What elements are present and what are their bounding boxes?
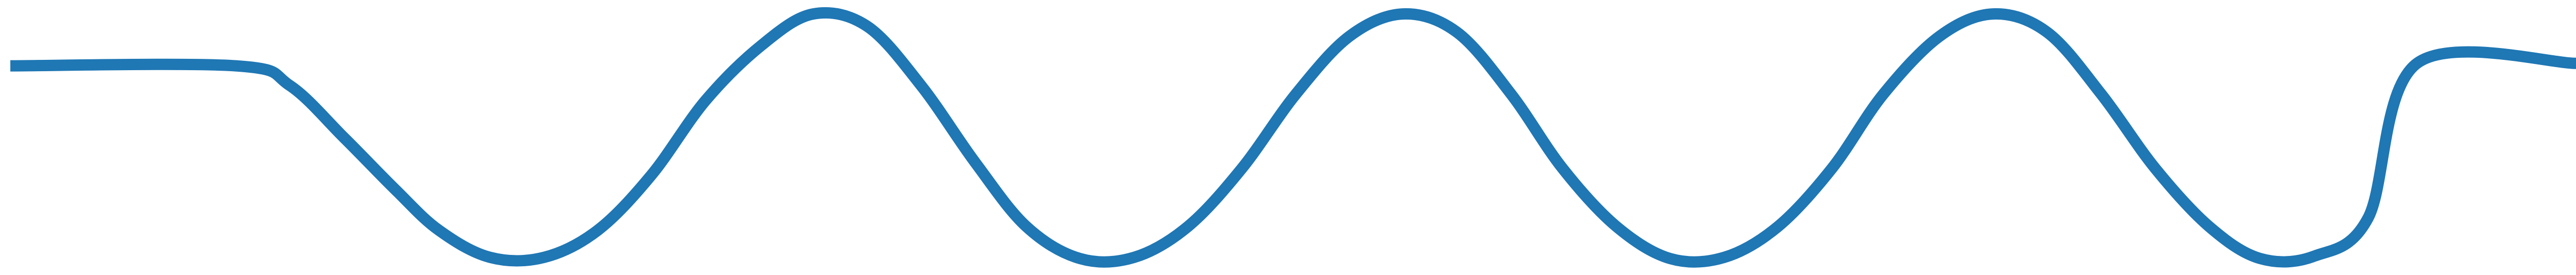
series-layer bbox=[10, 7, 2576, 268]
series-line-0 bbox=[10, 7, 2576, 268]
